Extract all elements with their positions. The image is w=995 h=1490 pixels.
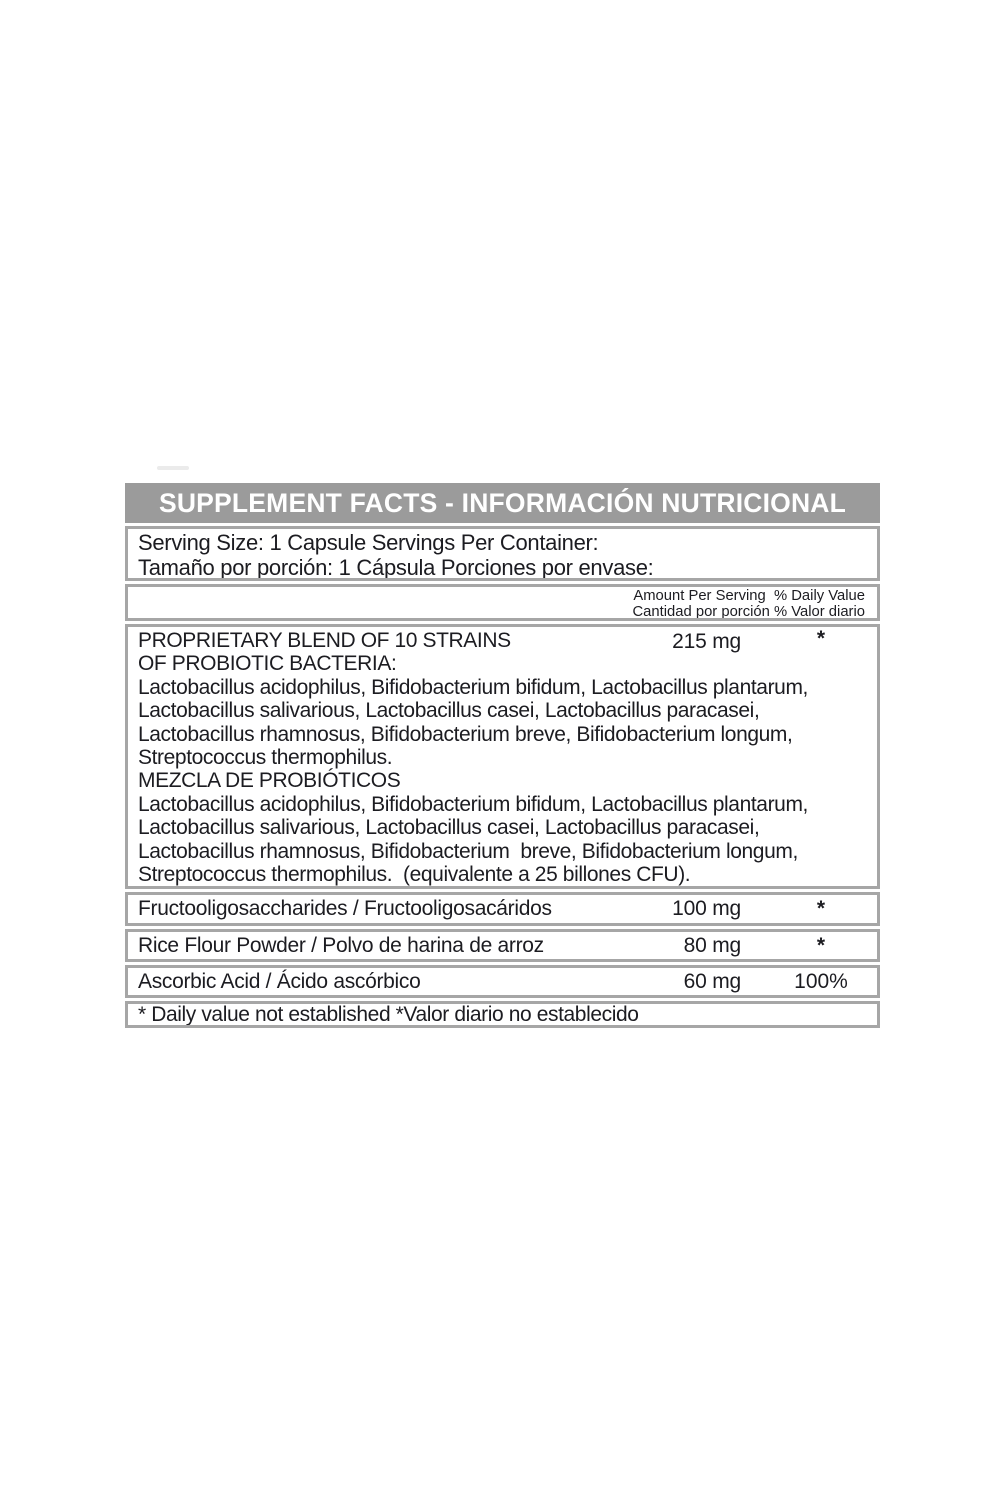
ingredient-daily-value: * [816, 933, 826, 957]
ingredient-name: Rice Flour Powder / Polvo de harina de a… [138, 933, 544, 957]
ingredient-row-rice-flour: Rice Flour Powder / Polvo de harina de a… [125, 929, 880, 962]
column-headers-row: Amount Per Serving % Daily Value Cantida… [125, 584, 880, 621]
footnote-text: * Daily value not established *Valor dia… [138, 1002, 639, 1026]
ingredient-name: Ascorbic Acid / Ácido ascórbico [138, 969, 421, 993]
ingredient-amount: 80 mg [683, 933, 742, 957]
serving-size-text: Serving Size: 1 Capsule Servings Per Con… [138, 530, 654, 580]
scan-artifact [157, 466, 189, 470]
blend-strains-es: Lactobacillus acidophilus, Bifidobacteri… [138, 792, 808, 887]
blend-strains-en: Lactobacillus acidophilus, Bifidobacteri… [138, 675, 808, 770]
ingredient-name: Fructooligosaccharides / Fructooligosacá… [138, 897, 552, 920]
ingredient-daily-value: 100% [794, 969, 848, 993]
column-headers-text: Amount Per Serving % Daily Value Cantida… [632, 588, 866, 620]
proprietary-blend-row: PROPRIETARY BLEND OF 10 STRAINS OF PROBI… [125, 624, 880, 889]
ingredient-row-ascorbic-acid: Ascorbic Acid / Ácido ascórbico 60 mg 10… [125, 965, 880, 998]
blend-title: PROPRIETARY BLEND OF 10 STRAINS OF PROBI… [138, 629, 511, 676]
blend-subtitle-es: MEZCLA DE PROBIÓTICOS [138, 769, 401, 793]
ingredient-amount: 60 mg [683, 969, 742, 993]
footnote-row: * Daily value not established *Valor dia… [125, 1001, 880, 1028]
ingredient-daily-value: * [816, 897, 826, 920]
ingredient-amount: 100 mg [672, 897, 741, 920]
ingredient-row-fructooligosaccharides: Fructooligosaccharides / Fructooligosacá… [125, 892, 880, 926]
panel-title: SUPPLEMENT FACTS - INFORMACIÓN NUTRICION… [125, 483, 880, 523]
serving-info-row: Serving Size: 1 Capsule Servings Per Con… [125, 526, 880, 581]
supplement-facts-panel: SUPPLEMENT FACTS - INFORMACIÓN NUTRICION… [125, 483, 880, 1028]
blend-amount: 215 mg [672, 630, 741, 653]
blend-daily-value: * [816, 627, 826, 650]
